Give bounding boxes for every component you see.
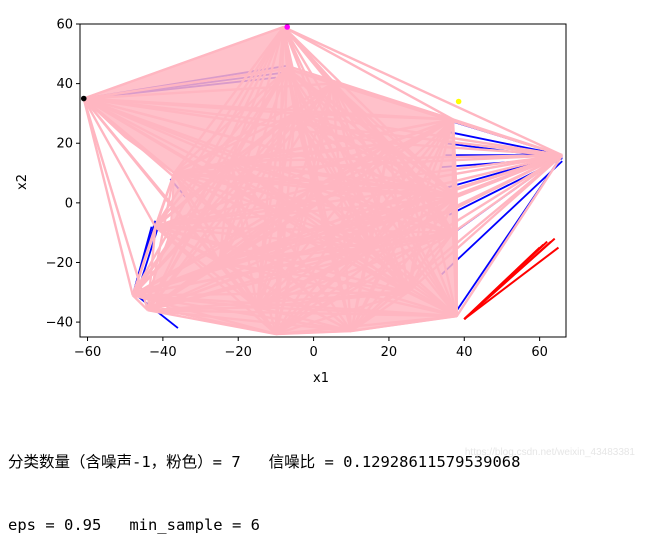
series-line-pink <box>131 172 176 296</box>
series-line-red <box>463 246 541 320</box>
x-tick-label: −20 <box>225 345 252 360</box>
series-line-pink <box>282 25 454 121</box>
series-line-pink <box>131 294 149 312</box>
x-tick-label: 40 <box>456 345 473 360</box>
data-point <box>284 24 291 30</box>
y-axis: −40 −20 0 20 40 60 <box>46 18 80 331</box>
series-line-pink <box>455 154 564 317</box>
data-point <box>80 95 87 102</box>
y-axis-label: x2 <box>15 174 30 190</box>
x-tick-label: −60 <box>74 345 101 360</box>
watermark: https://blog.csdn.net/weixin_43483381 <box>464 447 635 458</box>
x-axis-label: x1 <box>313 371 329 386</box>
series-line-red <box>463 246 560 320</box>
y-tick-label: 60 <box>56 18 73 33</box>
x-tick-label: 60 <box>531 345 548 360</box>
x-axis: −60 −40 −20 0 20 40 60 <box>74 337 548 360</box>
series-line-pink <box>452 154 563 234</box>
y-tick-label: 40 <box>56 77 73 92</box>
series-line-pink <box>82 98 149 311</box>
series-line-pink <box>82 97 157 228</box>
series-area-pink <box>81 25 458 336</box>
x-tick-label: 20 <box>381 345 398 360</box>
x-tick-label: 0 <box>309 345 317 360</box>
data-point <box>455 98 462 105</box>
output-line-2: eps = 0.95 min_sample = 6 <box>8 516 260 534</box>
y-tick-label: 0 <box>65 196 73 211</box>
series-line-pink <box>82 98 134 296</box>
y-tick-label: 20 <box>56 137 73 152</box>
output-text: 分类数量（含噪声-1，粉色）= 7 信噪比 = 0.12928611579539… <box>8 410 640 557</box>
output-line-1: 分类数量（含噪声-1，粉色）= 7 信噪比 = 0.12928611579539… <box>8 453 521 471</box>
x-tick-label: −40 <box>149 345 176 360</box>
y-tick-label: −40 <box>46 316 73 331</box>
plot-area <box>80 24 564 336</box>
series-line-pink <box>282 25 563 157</box>
series-line-blue <box>441 160 563 276</box>
plot-frame <box>79 23 567 338</box>
y-tick-label: −20 <box>46 256 73 271</box>
